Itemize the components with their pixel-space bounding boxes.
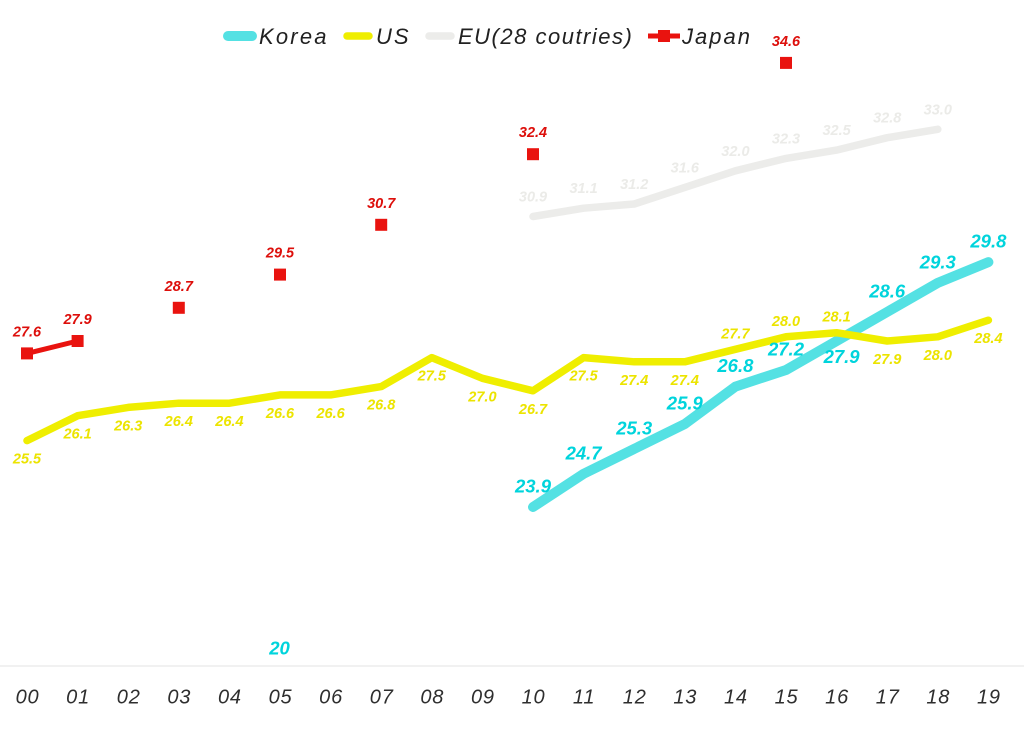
- svg-text:26.7: 26.7: [518, 402, 548, 418]
- svg-text:31.6: 31.6: [671, 160, 700, 176]
- svg-text:28.1: 28.1: [821, 310, 850, 326]
- svg-text:01: 01: [66, 687, 90, 709]
- svg-text:29.8: 29.8: [969, 231, 1007, 252]
- svg-text:27.9: 27.9: [823, 346, 861, 367]
- svg-text:15: 15: [775, 687, 799, 709]
- svg-text:26.1: 26.1: [62, 427, 91, 443]
- svg-text:32.5: 32.5: [822, 123, 851, 139]
- svg-text:30.7: 30.7: [367, 196, 396, 212]
- svg-text:13: 13: [673, 687, 697, 709]
- svg-text:32.3: 32.3: [772, 131, 800, 147]
- svg-text:27.5: 27.5: [568, 369, 598, 385]
- svg-text:29.3: 29.3: [919, 251, 957, 272]
- svg-text:31.1: 31.1: [569, 181, 597, 197]
- svg-text:14: 14: [724, 687, 748, 709]
- svg-text:33.0: 33.0: [924, 102, 952, 118]
- svg-text:27.9: 27.9: [62, 312, 91, 328]
- svg-text:00: 00: [16, 687, 40, 709]
- svg-text:16: 16: [825, 687, 849, 709]
- svg-text:07: 07: [370, 687, 394, 709]
- svg-text:26.4: 26.4: [214, 414, 243, 430]
- svg-text:28.0: 28.0: [923, 348, 952, 364]
- svg-text:24.7: 24.7: [565, 442, 604, 463]
- svg-text:17: 17: [876, 687, 900, 709]
- svg-text:US: US: [376, 24, 411, 49]
- svg-text:10: 10: [522, 687, 546, 709]
- svg-text:28.6: 28.6: [868, 280, 906, 301]
- svg-text:25.9: 25.9: [666, 393, 704, 414]
- svg-text:18: 18: [926, 687, 950, 709]
- svg-text:32.0: 32.0: [721, 144, 749, 160]
- svg-text:26.8: 26.8: [366, 398, 396, 414]
- svg-text:03: 03: [167, 687, 191, 709]
- svg-text:23.9: 23.9: [514, 476, 552, 497]
- svg-text:30.9: 30.9: [519, 190, 547, 206]
- svg-text:26.6: 26.6: [265, 406, 295, 422]
- svg-text:Korea: Korea: [259, 24, 329, 49]
- svg-text:26.3: 26.3: [113, 418, 142, 434]
- svg-text:28.0: 28.0: [771, 314, 800, 330]
- svg-text:27.5: 27.5: [417, 369, 447, 385]
- svg-text:12: 12: [623, 687, 647, 709]
- svg-text:04: 04: [218, 687, 242, 709]
- svg-text:08: 08: [420, 687, 444, 709]
- svg-text:27.9: 27.9: [872, 352, 901, 368]
- svg-text:32.8: 32.8: [873, 111, 902, 127]
- svg-text:27.4: 27.4: [670, 373, 699, 389]
- svg-text:29.5: 29.5: [265, 246, 295, 262]
- svg-text:27.7: 27.7: [720, 326, 750, 342]
- svg-text:27.4: 27.4: [619, 373, 648, 389]
- svg-text:EU(28 coutries): EU(28 coutries): [458, 24, 633, 49]
- svg-text:05: 05: [269, 687, 293, 709]
- svg-text:27.2: 27.2: [767, 339, 805, 360]
- svg-text:28.4: 28.4: [973, 331, 1002, 347]
- svg-text:34.6: 34.6: [772, 34, 801, 50]
- svg-text:27.6: 27.6: [12, 324, 42, 340]
- svg-text:28.7: 28.7: [164, 279, 194, 295]
- svg-text:25.5: 25.5: [12, 452, 42, 468]
- svg-text:09: 09: [471, 687, 495, 709]
- svg-text:32.4: 32.4: [519, 125, 547, 141]
- svg-text:20: 20: [268, 638, 290, 659]
- svg-text:26.4: 26.4: [164, 414, 193, 430]
- svg-text:11: 11: [573, 687, 595, 709]
- svg-text:31.2: 31.2: [620, 177, 648, 193]
- svg-text:19: 19: [977, 687, 1001, 709]
- svg-text:06: 06: [319, 687, 343, 709]
- svg-text:26.8: 26.8: [716, 355, 754, 376]
- svg-text:26.6: 26.6: [315, 406, 345, 422]
- svg-text:Japan: Japan: [681, 24, 752, 49]
- svg-text:25.3: 25.3: [615, 417, 653, 438]
- svg-text:02: 02: [117, 687, 141, 709]
- svg-text:27.0: 27.0: [467, 389, 496, 405]
